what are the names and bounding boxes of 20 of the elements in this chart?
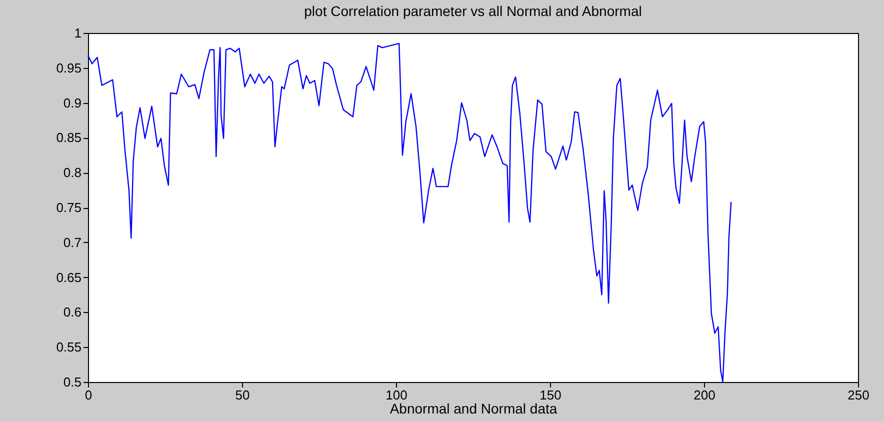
x-tick-label: 0 [84,388,92,402]
chart-title: plot Correlation parameter vs all Normal and Abnormal [304,3,642,19]
y-tick-label: 0.6 [63,304,82,320]
y-tick-label: 0.5 [63,374,82,390]
x-tick-label: 250 [848,388,870,402]
x-tick-label: 150 [540,388,562,402]
y-tick-label: 0.65 [56,270,82,285]
y-tick-label: 0.8 [63,165,82,180]
x-tick-label: 100 [386,388,408,402]
x-tick-label: 200 [694,388,716,402]
x-tick-label: 50 [235,388,250,402]
y-tick-label: 1 [74,26,82,40]
y-tick-label: 0.75 [56,200,82,215]
y-tick-label: 0.7 [63,234,82,250]
y-tick-label: 0.95 [56,60,82,76]
y-tick-label: 0.55 [56,340,82,355]
y-tick-label: 0.9 [63,95,82,110]
y-tick-label: 0.85 [56,130,82,146]
x-axis-title: Abnormal and Normal data [390,400,558,416]
line-series [87,42,732,383]
